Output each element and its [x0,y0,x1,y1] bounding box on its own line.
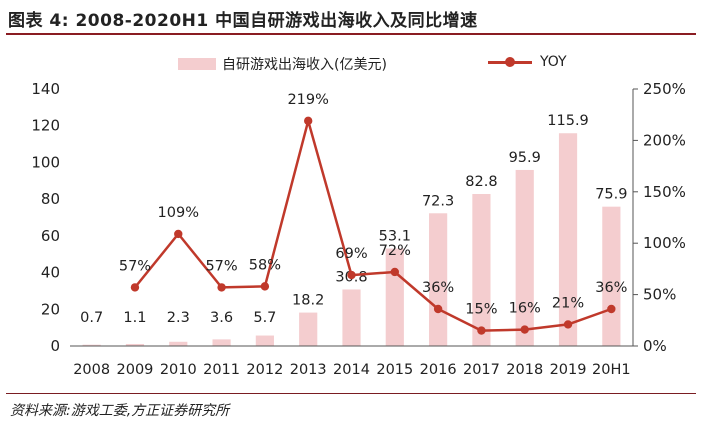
bar [602,206,621,346]
yoy-point [390,267,400,277]
yoy-value-label: 57% [119,258,151,274]
bar-value-label: 82.8 [465,174,497,190]
left-axis-tick-label: 100 [31,153,60,171]
right-axis-tick-label: 150% [643,183,686,201]
x-axis-tick-label: 2012 [246,362,283,378]
x-axis-tick-label: 2017 [463,362,500,378]
x-axis-tick-label: 2009 [117,362,154,378]
bar [515,169,534,346]
yoy-point [520,325,529,334]
left-axis-tick-label: 40 [41,264,60,282]
legend-bar-swatch [178,58,216,70]
source-divider [6,393,696,394]
yoy-point [174,229,183,239]
legend-label-bar: 自研游戏出海收入(亿美元) [222,57,387,73]
bar-value-label: 75.9 [595,187,627,203]
yoy-point [303,116,313,126]
x-axis-tick-label: 2010 [160,362,197,378]
bar [342,289,361,346]
bar [472,194,491,346]
bar-value-label: 5.7 [253,310,276,326]
x-axis-tick-label: 2013 [290,362,327,378]
x-axis-tick-label: 2011 [203,362,240,378]
x-axis-tick-label: 2014 [333,362,370,378]
yoy-value-label: 15% [465,302,497,318]
source-note: 资料来源:游戏工委,方正证券研究所 [10,403,230,419]
yoy-point [563,320,573,329]
right-axis-tick-label: 50% [643,286,676,304]
yoy-value-label: 72% [379,243,411,259]
left-axis-tick-label: 20 [41,300,60,318]
bar [255,335,274,346]
yoy-point [217,283,226,292]
left-axis-tick-label: 80 [41,190,60,208]
legend-item-line: YOY [488,54,567,70]
x-axis-tick-label: 2008 [73,362,110,378]
bar [429,213,448,346]
bar [125,343,145,346]
yoy-value-label: 109% [158,205,199,221]
bar-value-label: 0.7 [80,310,103,326]
legend-item-bar: 自研游戏出海收入(亿美元) [178,54,387,74]
yoy-point [607,304,616,314]
bar-value-label: 2.3 [167,310,190,326]
yoy-value-label: 69% [335,246,367,262]
legend-line-swatch [488,56,532,68]
yoy-line [134,119,612,332]
bar [82,344,101,346]
bar-value-label: 53.1 [379,229,411,245]
yoy-value-label: 57% [205,258,237,274]
x-axis-tick-label: 2015 [376,362,413,378]
yoy-value-label: 219% [287,92,328,108]
right-axis-tick-label: 200% [643,131,686,149]
right-axis-tick-label: 250% [643,80,686,98]
bar-value-label: 3.6 [210,310,233,326]
left-axis-tick-label: 140 [31,80,60,98]
yoy-point [130,283,140,292]
x-axis-tick-label: 2019 [550,362,587,378]
yoy-point [347,270,356,280]
x-axis-tick-label: 2018 [506,362,543,378]
yoy-point [260,282,270,291]
left-axis-tick-label: 120 [31,117,60,135]
bar [212,339,231,346]
left-axis-tick-label: 60 [41,227,60,245]
bar [385,248,404,346]
bar [299,312,318,346]
x-axis-tick-label: 2016 [420,362,457,378]
yoy-point [477,326,486,335]
chart-title: 图表 4: 2008-2020H1 中国自研游戏出海收入及同比增速 [8,11,478,31]
legend-label-line: YOY [540,54,567,70]
title-divider [6,33,696,35]
bar [558,133,578,346]
yoy-value-label: 58% [249,257,281,273]
bar-value-label: 18.2 [292,293,324,309]
right-axis-tick-label: 100% [643,234,686,252]
bar [169,341,188,346]
right-axis-tick-label: 0% [643,337,667,355]
chart-area: 0 20 40 60 80 100 120 140 0% 50% 100% 150% 200% 250% 2… [31,80,686,378]
bar-value-label: 95.9 [509,150,541,166]
bar-value-label: 1.1 [123,310,146,326]
left-axis-tick-label: 0 [50,337,60,355]
yoy-value-label: 16% [509,301,541,317]
x-axis-tick-label: 20H1 [592,362,631,378]
yoy-value-label: 36% [422,280,454,296]
bar-value-label: 72.3 [422,193,454,209]
bar-value-label: 115.9 [547,113,589,129]
yoy-value-label: 36% [595,280,627,296]
yoy-point [433,304,443,314]
yoy-value-label: 21% [552,295,584,311]
